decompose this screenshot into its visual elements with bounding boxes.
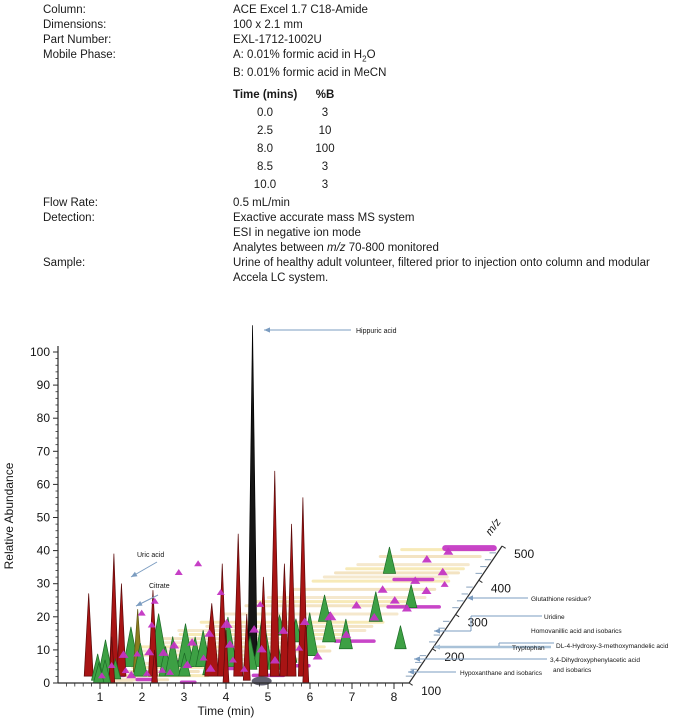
svg-text:Homovanillic acid and isobaric: Homovanillic acid and isobarics bbox=[531, 628, 622, 635]
spec-row-part-number: Part Number: EXL-1712-1002U bbox=[0, 33, 686, 48]
svg-text:m/z: m/z bbox=[483, 516, 504, 538]
spec-label: Mobile Phase: bbox=[43, 49, 116, 61]
subscript: 2 bbox=[362, 54, 367, 64]
gradient-row: 8.0 100 bbox=[257, 143, 335, 156]
svg-text:200: 200 bbox=[444, 650, 464, 664]
svg-text:Hippuric acid: Hippuric acid bbox=[356, 328, 397, 335]
svg-text:30: 30 bbox=[37, 577, 51, 591]
svg-text:Uridine: Uridine bbox=[544, 614, 565, 621]
peaks bbox=[83, 325, 418, 686]
gradient-header-time: Time (mins) bbox=[233, 89, 298, 102]
mz-italic: m/z bbox=[326, 242, 346, 255]
spec-label: Detection: bbox=[43, 212, 95, 225]
svg-text:and isobarics: and isobarics bbox=[553, 667, 592, 674]
gradient-row: 0.0 3 bbox=[257, 107, 329, 120]
svg-text:100: 100 bbox=[30, 345, 50, 359]
spec-value: A: 0.01% formic acid in H2O bbox=[233, 49, 376, 64]
spec-value: EXL-1712-1002U bbox=[233, 34, 322, 46]
spec-label: Sample: bbox=[43, 257, 86, 270]
svg-text:8: 8 bbox=[391, 690, 398, 704]
spec-row-detection-3: Analytes between m/z 70-800 monitored bbox=[0, 241, 686, 256]
method-specs: Column: ACE Excel 1.7 C18-Amide Dimensio… bbox=[0, 3, 686, 286]
svg-text:90: 90 bbox=[37, 378, 51, 392]
svg-text:7: 7 bbox=[349, 690, 356, 704]
svg-text:300: 300 bbox=[468, 616, 488, 630]
svg-text:100: 100 bbox=[421, 684, 441, 698]
spec-label: Dimensions: bbox=[43, 19, 107, 31]
spec-row-column: Column: ACE Excel 1.7 C18-Amide bbox=[0, 3, 686, 18]
svg-text:80: 80 bbox=[37, 411, 51, 425]
magenta-markers bbox=[97, 547, 454, 679]
spec-row-mobile-phase-a: Mobile Phase: A: 0.01% formic acid in H2… bbox=[0, 48, 686, 66]
spec-value: ESI in negative ion mode bbox=[233, 227, 361, 240]
spec-label: Part Number: bbox=[43, 34, 112, 46]
svg-text:Relative Abundance: Relative Abundance bbox=[2, 462, 16, 569]
spec-label: Column: bbox=[43, 4, 86, 16]
svg-text:Hypoxanthane and isobarics: Hypoxanthane and isobarics bbox=[460, 670, 543, 677]
spec-row-detection-2: ESI in negative ion mode bbox=[0, 226, 686, 241]
spec-row-mobile-phase-b: B: 0.01% formic acid in MeCN bbox=[0, 66, 686, 81]
spec-label: Flow Rate: bbox=[43, 197, 98, 210]
gradient-header-percent-b: %B bbox=[315, 89, 335, 102]
spec-value: 0.5 mL/min bbox=[233, 197, 290, 210]
svg-text:4: 4 bbox=[223, 690, 230, 704]
svg-text:60: 60 bbox=[37, 477, 51, 491]
annotations: Hippuric acid Uric acid Citrate Glutathione… bbox=[130, 327, 669, 677]
spec-row-sample: Sample: Urine of healthy adult volunteer… bbox=[0, 256, 686, 286]
svg-text:Citrate: Citrate bbox=[149, 583, 170, 590]
svg-text:10: 10 bbox=[37, 643, 51, 657]
svg-text:Time (min): Time (min) bbox=[198, 704, 255, 718]
svg-text:50: 50 bbox=[37, 511, 51, 525]
svg-text:5: 5 bbox=[265, 690, 272, 704]
spec-value: 100 x 2.1 mm bbox=[233, 19, 303, 31]
spec-value: ACE Excel 1.7 C18-Amide bbox=[233, 4, 368, 16]
svg-text:400: 400 bbox=[491, 581, 511, 595]
spec-value: Urine of healthy adult volunteer, filter… bbox=[233, 257, 650, 285]
spec-value: B: 0.01% formic acid in MeCN bbox=[233, 67, 387, 80]
spec-row-detection: Detection: Exactive accurate mass MS sys… bbox=[0, 211, 686, 226]
svg-text:500: 500 bbox=[514, 547, 534, 561]
svg-text:Uric acid: Uric acid bbox=[137, 552, 164, 559]
svg-text:Tryptophan: Tryptophan bbox=[512, 645, 545, 652]
spec-value: Analytes between m/z 70-800 monitored bbox=[233, 242, 439, 255]
svg-text:70: 70 bbox=[37, 444, 51, 458]
axes: 0 10 20 30 40 50 60 70 80 90 100 1 2 3 4 5 6 7 8 100 200 300 4… bbox=[2, 345, 534, 718]
gradient-row: 10.0 3 bbox=[253, 179, 329, 192]
gradient-row: 8.5 3 bbox=[257, 161, 329, 174]
spec-row-dimensions: Dimensions: 100 x 2.1 mm bbox=[0, 18, 686, 33]
svg-text:0: 0 bbox=[43, 676, 50, 690]
svg-text:Glutathione residue?: Glutathione residue? bbox=[531, 596, 591, 603]
spec-label bbox=[43, 66, 233, 81]
chromatogram-3d-plot: 0 10 20 30 40 50 60 70 80 90 100 1 2 3 4 5 6 7 8 100 200 300 4… bbox=[2, 325, 669, 718]
svg-text:40: 40 bbox=[37, 544, 51, 558]
svg-text:1: 1 bbox=[97, 690, 104, 704]
gradient-row: 2.5 10 bbox=[257, 125, 332, 138]
gradient-table: Time (mins) %B 0.0 3 2.5 10 8.0 100 8.5 3 10.… bbox=[233, 86, 686, 194]
svg-text:3,4-Dihydroxyphenylacetic acid: 3,4-Dihydroxyphenylacetic acid bbox=[550, 657, 640, 664]
svg-text:2: 2 bbox=[139, 690, 146, 704]
svg-text:DL-4-Hydroxy-3-methoxymandelic: DL-4-Hydroxy-3-methoxymandelic acid bbox=[556, 643, 669, 650]
gradient-header-row: Time (mins) %B bbox=[233, 86, 686, 104]
svg-text:6: 6 bbox=[307, 690, 314, 704]
svg-text:20: 20 bbox=[37, 610, 51, 624]
svg-text:3: 3 bbox=[181, 690, 188, 704]
spec-value: Exactive accurate mass MS system bbox=[233, 212, 415, 225]
spec-row-flow-rate: Flow Rate: 0.5 mL/min bbox=[0, 196, 686, 211]
